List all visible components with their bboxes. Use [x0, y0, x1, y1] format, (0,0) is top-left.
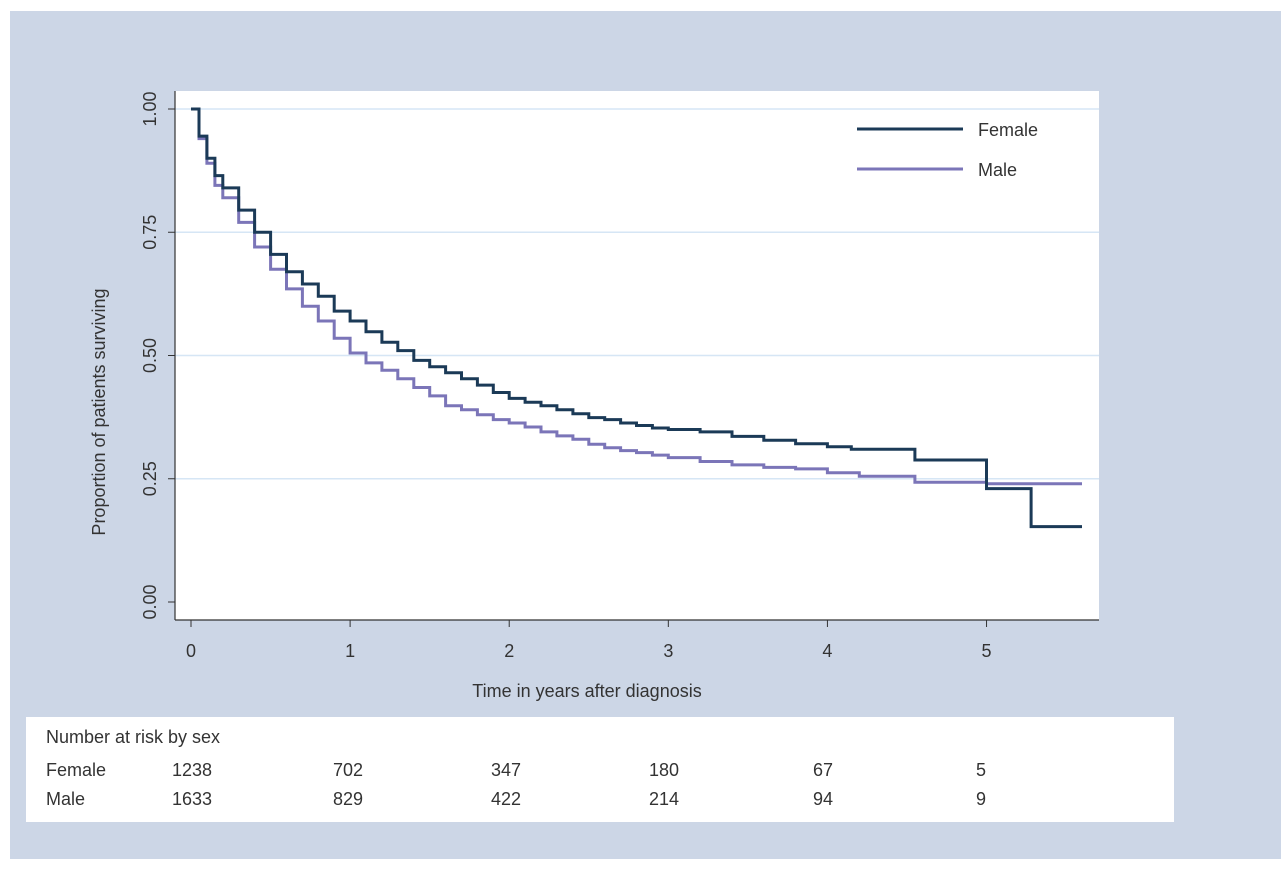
y-tick-label: 0.50 — [140, 338, 160, 373]
risk-cell: 1238 — [171, 760, 213, 780]
risk-cell: 829 — [332, 789, 364, 809]
legend-label-male: Male — [978, 160, 1017, 180]
x-tick-label: 5 — [982, 641, 992, 661]
series-line-female — [191, 107, 1082, 529]
y-tick-label: 0.00 — [140, 584, 160, 619]
risk-cell: 5 — [975, 760, 987, 780]
x-tick-label: 3 — [663, 641, 673, 661]
risk-cell: 347 — [490, 760, 522, 780]
legend-label-female: Female — [978, 120, 1038, 140]
x-axis-label: Time in years after diagnosis — [472, 681, 701, 701]
x-tick-label: 1 — [345, 641, 355, 661]
risk-row-label-female: Female — [46, 760, 107, 780]
risk-cell: 422 — [490, 789, 522, 809]
risk-cell: 67 — [812, 760, 834, 780]
x-tick-label: 2 — [504, 641, 514, 661]
number-at-risk-table: Number at risk by sex Female 1238 702 34… — [26, 717, 1174, 822]
risk-cell: 94 — [812, 789, 834, 809]
series — [191, 107, 1082, 529]
risk-row-label-male: Male — [46, 789, 86, 809]
y-tick-label: 1.00 — [140, 91, 160, 126]
risk-cell: 180 — [648, 760, 680, 780]
risk-cell: 214 — [648, 789, 680, 809]
risk-cell: 1633 — [171, 789, 213, 809]
y-tick-label: 0.25 — [140, 461, 160, 496]
x-tick-label: 4 — [822, 641, 832, 661]
x-tick-label: 0 — [186, 641, 196, 661]
y-axis-label: Proportion of patients surviving — [89, 288, 109, 535]
series-line-male — [191, 107, 1082, 486]
legend: Female Male — [857, 120, 1038, 180]
risk-cell: 702 — [332, 760, 364, 780]
ticks: 0.00 0.25 0.50 0.75 1.00 0 1 2 3 4 5 — [140, 91, 992, 661]
y-tick-label: 0.75 — [140, 215, 160, 250]
risk-cell: 9 — [975, 789, 987, 809]
gridlines — [175, 108, 1099, 480]
risk-table-title: Number at risk by sex — [46, 727, 221, 747]
